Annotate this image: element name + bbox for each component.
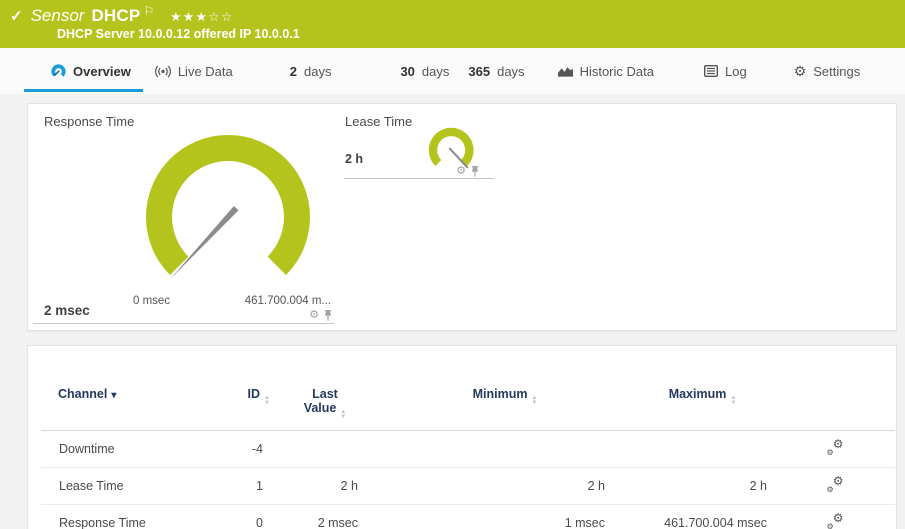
tab-30-days-number: 30 [400,63,415,79]
gauge-settings-gear-icon[interactable]: ⚙ [309,309,319,321]
page-content: Response Time 0 msec 461.700.004 m... 2 … [0,103,905,529]
tab-365-days-number: 365 [468,63,491,79]
column-header-channel-label: Channel [58,387,108,401]
tab-2-days-unit: days [303,63,332,79]
table-row-downtime: Downtime -4 ⚙ ⚙ [41,430,895,468]
tab-settings[interactable]: ⚙ Settings [794,48,861,94]
status-check-icon: ✓ [10,8,23,25]
sensor-name: DHCP [91,6,141,25]
object-type-label: Sensor [30,6,85,25]
tab-log[interactable]: Log [703,48,747,94]
response-time-gauge-cell: Response Time 0 msec 461.700.004 m... 2 … [33,104,334,324]
log-list-icon [703,65,718,77]
channel-id: -4 [201,430,270,468]
channel-maximum: 2 h [630,467,775,505]
tab-live-data-label: Live Data [177,63,233,79]
lease-time-gauge-cell: Lease Time 2 h ⚙ [344,104,494,179]
tab-settings-label: Settings [813,63,861,79]
channel-last-value: 2 h [270,467,380,505]
sort-icon: ▲ ▼ [531,395,538,406]
gauge-needle [170,206,239,280]
channel-maximum: 461.700.004 msec [630,504,775,529]
channel-actions: ⚙ ⚙ [775,504,895,529]
gauge-icon [51,63,66,79]
channel-last-value: 2 msec [270,504,380,529]
lease-time-gauge [428,127,474,169]
tab-bar: Overview Live Data 2 days 30 days 365 da… [0,48,905,94]
gauge-title: Lease Time [345,114,413,129]
column-header-minimum-label: Minimum [472,387,528,401]
column-header-minimum[interactable]: Minimum ▲ ▼ [380,346,630,431]
response-time-gauge [145,134,311,280]
channel-actions: ⚙ ⚙ [775,467,895,505]
tab-2-days[interactable]: 2 days [290,48,332,94]
tab-365-days[interactable]: 365 days [468,48,524,94]
channel-maximum [630,430,775,468]
sorted-desc-icon: ▾ [111,390,117,401]
channel-id: 0 [201,504,270,529]
channel-minimum: 1 msec [380,504,630,529]
channel-table: Channel ▾ ID ▲ ▼ Last Value ▲ ▼ Minimum ▲ ▼ Max… [41,346,895,529]
tab-historic-data-label: Historic Data [579,63,654,79]
channel-id: 1 [201,467,270,505]
sort-icon: ▲ ▼ [264,395,270,406]
stars-filled: ★★★ [170,10,209,24]
tab-overview[interactable]: Overview [24,48,143,94]
column-header-last-value-line1: Last [312,387,338,401]
column-header-actions [775,346,895,431]
gauge-scale-min: 0 msec [133,295,171,307]
channel-table-header-row: Channel ▾ ID ▲ ▼ Last Value ▲ ▼ Minimum ▲ ▼ Max… [41,346,895,431]
tab-overview-label: Overview [73,63,131,79]
channel-table-panel: Channel ▾ ID ▲ ▼ Last Value ▲ ▼ Minimum ▲ ▼ Max… [27,345,897,529]
gauge-current-value: 2 msec [44,303,90,318]
channel-name: Lease Time [41,467,201,505]
column-header-id-label: ID [247,387,261,401]
tab-2-days-number: 2 [289,63,297,79]
gauge-settings-gear-icon[interactable]: ⚙ [456,165,466,177]
sensor-status-message: DHCP Server 10.0.0.12 offered IP 10.0.0.… [57,27,300,41]
channel-minimum: 2 h [380,467,630,505]
gauge-title: Response Time [44,114,135,129]
column-header-maximum-label: Maximum [668,387,727,401]
tab-live-data[interactable]: Live Data [154,48,233,94]
channel-name: Response Time [41,504,201,529]
channel-settings-gears-icon[interactable]: ⚙ ⚙ [826,437,844,457]
column-header-last-value-line2: Value [303,401,337,415]
tab-log-label: Log [724,63,747,79]
tab-365-days-unit: days [497,63,525,79]
priority-flag-icon[interactable]: ⚐ [143,4,155,18]
pin-icon[interactable] [470,166,480,177]
gauges-panel: Response Time 0 msec 461.700.004 m... 2 … [27,103,897,331]
tab-30-days[interactable]: 30 days [400,48,449,94]
tab-historic-data[interactable]: Historic Data [557,48,654,94]
channel-minimum [380,430,630,468]
column-header-id[interactable]: ID ▲ ▼ [201,346,270,431]
sensor-header: ✓ Sensor DHCP ⚐ ★★★☆☆ DHCP Server 10.0.0… [0,0,905,48]
live-data-icon [154,65,171,77]
gauge-current-value: 2 h [345,152,364,166]
channel-settings-gears-icon[interactable]: ⚙ ⚙ [826,474,844,494]
sort-icon: ▲ ▼ [340,409,347,420]
channel-actions: ⚙ ⚙ [775,430,895,468]
stars-empty: ☆☆ [208,10,234,24]
gauge-scale-max: 461.700.004 m... [244,295,331,307]
pin-icon[interactable] [323,310,333,321]
gear-icon: ⚙ [793,63,807,79]
table-row-response-time: Response Time 0 2 msec 1 msec 461.700.00… [41,504,895,529]
column-header-maximum[interactable]: Maximum ▲ ▼ [630,346,775,431]
gauge-needle [448,147,469,169]
column-header-channel[interactable]: Channel ▾ [41,346,201,431]
table-row-lease-time: Lease Time 1 2 h 2 h 2 h ⚙ ⚙ [41,467,895,505]
channel-last-value [270,430,380,468]
channel-settings-gears-icon[interactable]: ⚙ ⚙ [826,511,844,529]
tab-30-days-unit: days [421,63,450,79]
area-chart-icon [557,67,573,77]
priority-stars[interactable]: ★★★☆☆ [170,9,234,24]
channel-name: Downtime [41,430,201,468]
sort-icon: ▲ ▼ [730,395,737,406]
column-header-last-value[interactable]: Last Value ▲ ▼ [270,346,380,431]
